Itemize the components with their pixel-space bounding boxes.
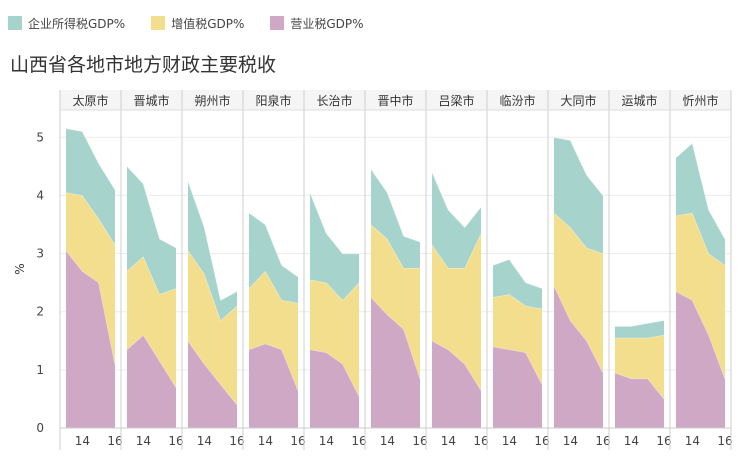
x-tick-label: 14 — [380, 434, 395, 448]
x-tick-label: 14 — [685, 434, 700, 448]
chart-title: 山西省各地市地方财政主要税收 — [10, 54, 277, 76]
panel-title: 晋城市 — [133, 93, 169, 108]
area-vat — [188, 250, 237, 405]
x-tick-label: 14 — [624, 434, 639, 448]
panel-title: 长治市 — [316, 93, 352, 108]
area-corporate-income-tax — [371, 169, 420, 269]
area-vat — [371, 224, 420, 379]
area-edge — [615, 319, 665, 327]
area-edge — [675, 142, 726, 240]
y-tick-label: 1 — [36, 363, 44, 377]
x-tick-label: 14 — [502, 434, 517, 448]
area-business-tax — [493, 346, 542, 428]
x-tick-label: 14 — [197, 434, 212, 448]
panel-title: 运城市 — [621, 93, 657, 108]
legend: 企业所得税GDP% 增值税GDP% 营业税GDP% — [8, 12, 390, 34]
area-edge — [431, 171, 482, 229]
legend-item-corporate-income-tax[interactable]: 企业所得税GDP% — [8, 15, 125, 32]
area-vat — [615, 335, 664, 399]
area-corporate-income-tax — [310, 192, 359, 301]
panel-title: 阳泉市 — [255, 93, 291, 108]
legend-item-business-tax[interactable]: 营业税GDP% — [270, 15, 364, 32]
x-tick-label: 16 — [717, 434, 732, 448]
legend-swatch — [270, 16, 285, 30]
x-tick-label: 14 — [563, 434, 578, 448]
area-business-tax — [371, 297, 420, 428]
x-tick-label: 16 — [290, 434, 305, 448]
legend-label: 企业所得税GDP% — [28, 16, 126, 31]
area-business-tax — [615, 372, 664, 428]
x-tick-label: 14 — [136, 434, 151, 448]
x-tick-label: 16 — [168, 434, 183, 448]
area-corporate-income-tax — [66, 128, 115, 245]
panel-title: 朔州市 — [194, 93, 230, 108]
x-tick-label: 16 — [473, 434, 488, 448]
area-edge — [370, 168, 421, 243]
y-axis-label: % — [13, 263, 27, 274]
area-business-tax — [127, 335, 176, 428]
legend-item-vat[interactable]: 增值税GDP% — [151, 15, 244, 32]
area-business-tax — [676, 291, 725, 428]
legend-swatch — [151, 16, 166, 30]
area-edge — [126, 165, 177, 249]
area-corporate-income-tax — [127, 166, 176, 295]
area-business-tax — [554, 285, 603, 428]
area-edge — [248, 212, 299, 278]
area-edge — [65, 128, 116, 190]
y-tick-label: 0 — [36, 421, 44, 435]
area-vat — [432, 233, 481, 391]
x-tick-label: 16 — [595, 434, 610, 448]
area-edge — [492, 258, 543, 289]
x-tick-label: 16 — [107, 434, 122, 448]
panel-title: 临汾市 — [499, 93, 535, 108]
area-edge — [187, 180, 238, 301]
area-corporate-income-tax — [249, 212, 298, 303]
x-tick-label: 16 — [412, 434, 427, 448]
area-business-tax — [66, 250, 115, 428]
area-corporate-income-tax — [554, 137, 603, 254]
area-vat — [66, 192, 115, 364]
x-tick-label: 16 — [656, 434, 671, 448]
area-vat — [310, 279, 359, 396]
area-vat — [493, 294, 542, 385]
legend-swatch — [8, 16, 22, 30]
x-tick-label: 14 — [319, 434, 334, 448]
x-tick-label: 16 — [534, 434, 549, 448]
y-tick-label: 2 — [36, 305, 44, 319]
x-tick-label: 16 — [229, 434, 244, 448]
y-tick-label: 3 — [36, 247, 44, 261]
x-tick-label: 14 — [258, 434, 273, 448]
area-business-tax — [249, 343, 298, 428]
area-corporate-income-tax — [615, 320, 664, 338]
legend-label: 增值税GDP% — [171, 16, 245, 31]
y-tick-label: 5 — [36, 130, 44, 144]
area-business-tax — [310, 349, 359, 428]
panel-title: 晋中市 — [377, 93, 413, 108]
x-tick-label: 14 — [441, 434, 456, 448]
area-corporate-income-tax — [676, 143, 725, 266]
area-business-tax — [432, 340, 481, 428]
area-vat — [249, 271, 298, 391]
area-vat — [554, 212, 603, 373]
panel-title: 太原市 — [72, 93, 108, 108]
area-vat — [676, 212, 725, 379]
area-corporate-income-tax — [188, 180, 237, 321]
area-edge — [309, 192, 359, 255]
area-business-tax — [188, 340, 237, 428]
x-tick-label: 14 — [75, 434, 90, 448]
area-corporate-income-tax — [493, 259, 542, 309]
y-tick-label: 4 — [36, 188, 44, 202]
area-corporate-income-tax — [432, 172, 481, 269]
panel-title: 忻州市 — [682, 93, 718, 108]
panel-title: 大同市 — [560, 93, 596, 108]
x-tick-label: 16 — [351, 434, 366, 448]
panel-header-band — [60, 90, 731, 110]
area-edge — [553, 136, 604, 196]
panel-title: 吕梁市 — [438, 93, 474, 108]
legend-label: 营业税GDP% — [290, 16, 364, 31]
area-vat — [127, 256, 176, 388]
